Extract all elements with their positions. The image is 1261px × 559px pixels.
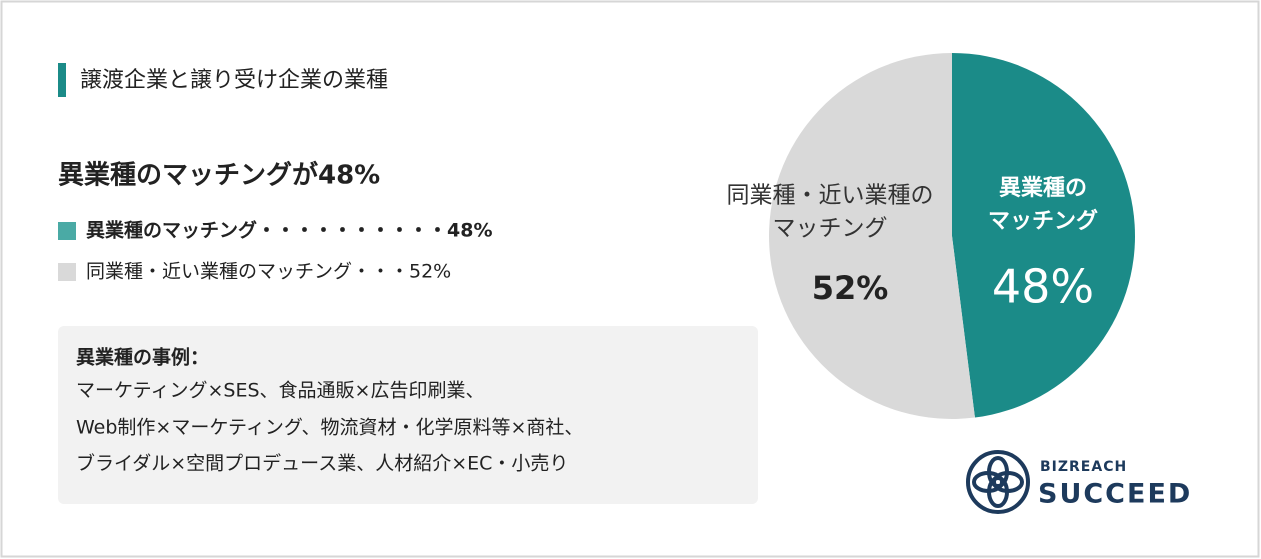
slice-label: 異業種の [999,176,1087,201]
examples-title: 異業種の事例： [76,346,209,369]
legend-swatch [58,263,76,281]
examples-line: マーケティング×SES、食品通販×広告印刷業、 [76,380,484,402]
legend-swatch [58,222,76,240]
pie-slice [768,53,975,419]
examples-line: ブライダル×空間プロデュース業、人材紹介×EC・小売り [76,452,568,475]
slice-label: マッチング [988,208,1098,234]
value-label: 48% [992,260,1094,314]
logo-knot [987,476,1009,508]
logo [966,450,1030,514]
title-bar [58,63,66,97]
slice-label: 同業種・近い業種の [727,183,934,209]
logo-knot [987,456,1009,488]
examples-line: Web制作×マーケティング、物流資材・化学原料等×商社、 [76,417,583,439]
examples-box [58,326,758,504]
legend-label: 同業種・近い業種のマッチング・・・52% [86,261,451,283]
pie-slice [952,53,1135,418]
value-label: 52% [812,269,889,307]
legend-label: 異業種のマッチング・・・・・・・・・・48% [86,219,492,242]
slice-label: マッチング [773,216,888,242]
logo-top: BIZREACH [1040,459,1127,475]
headline: 異業種のマッチングが48% [58,160,380,191]
logo-bottom: SUCCEED [1038,479,1192,510]
logo-ring [966,450,1030,514]
chart-title: 譲渡企業と譲り受け企業の業種 [80,68,388,93]
